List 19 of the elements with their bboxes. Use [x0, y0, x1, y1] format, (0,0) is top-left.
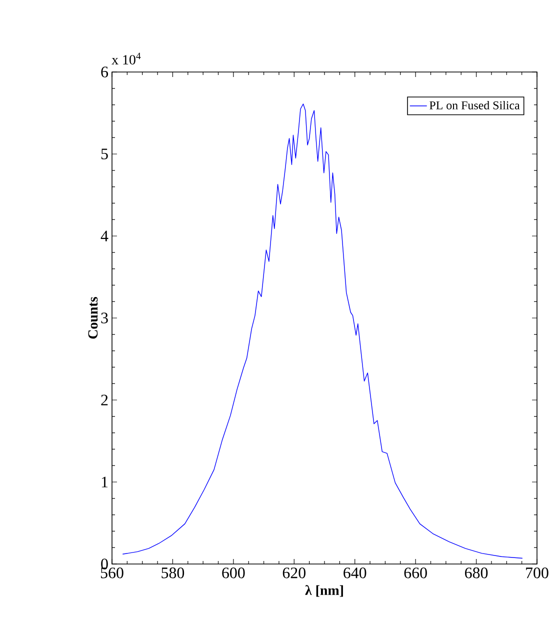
y-tick-label: 0	[101, 558, 108, 570]
x-tick-label: 640	[344, 568, 366, 578]
y-tick-label: 4	[100, 230, 108, 242]
x-tick-label: 700	[526, 568, 548, 578]
x-axis-title: λ [nm]	[305, 585, 343, 597]
x-tick-label: 560	[100, 568, 124, 578]
y-tick-label: 1	[102, 476, 108, 488]
x-tick-label: 660	[404, 568, 427, 578]
y-tick-label: 2	[101, 394, 108, 406]
y-tick-label: 5	[101, 148, 108, 160]
x-tick-label: 600	[222, 568, 245, 578]
x-tick-label: 680	[465, 568, 488, 578]
x-tick-label: 580	[162, 568, 184, 578]
x-tick-label: 620	[282, 568, 306, 578]
text: x 10$^{4}$	[112, 52, 141, 64]
y-axis-title: Counts	[88, 297, 98, 339]
y-tick-label: 3	[101, 312, 108, 324]
y-tick-label: 6	[101, 66, 108, 78]
legend-label: PL on Fused Silica	[430, 100, 520, 110]
